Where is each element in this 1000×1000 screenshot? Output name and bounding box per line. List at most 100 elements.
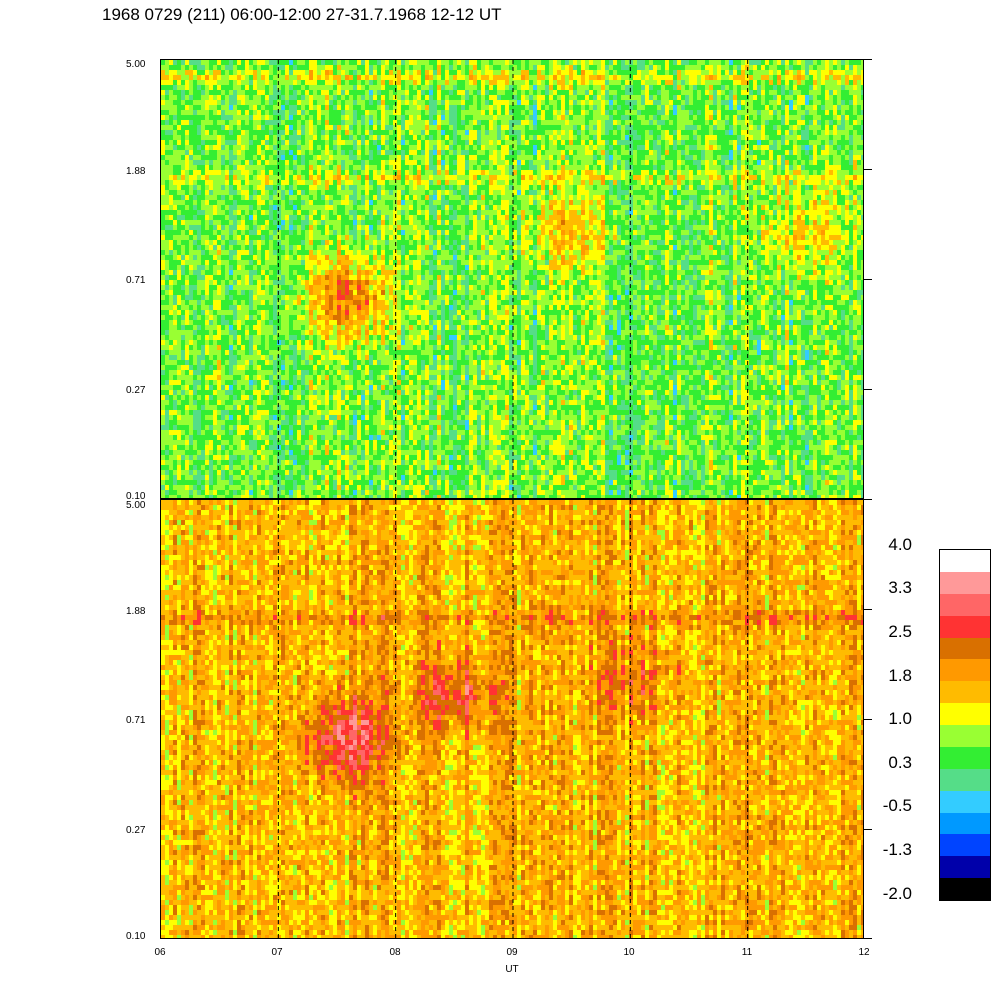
- heatmap-cell: [229, 265, 233, 270]
- heatmap-cell: [301, 260, 305, 265]
- heatmap-cell: [165, 100, 169, 105]
- heatmap-cell: [301, 160, 305, 165]
- heatmap-cell: [253, 85, 257, 90]
- heatmap-cell: [345, 385, 349, 390]
- heatmap-cell: [205, 300, 209, 305]
- heatmap-cell: [285, 300, 289, 305]
- heatmap-cell: [377, 485, 381, 490]
- heatmap-cell: [181, 425, 185, 430]
- heatmap-cell: [349, 290, 353, 295]
- heatmap-cell: [165, 200, 169, 205]
- heatmap-cell: [313, 335, 317, 340]
- heatmap-cell: [313, 305, 317, 310]
- heatmap-cell: [301, 340, 305, 345]
- heatmap-cell: [257, 370, 261, 375]
- heatmap-cell: [261, 100, 265, 105]
- heatmap-cell: [285, 230, 289, 235]
- heatmap-cell: [377, 205, 381, 210]
- heatmap-cell: [241, 290, 245, 295]
- heatmap-cell: [325, 310, 329, 315]
- heatmap-cell: [173, 125, 177, 130]
- heatmap-cell: [253, 340, 257, 345]
- heatmap-cell: [217, 195, 221, 200]
- heatmap-cell: [313, 365, 317, 370]
- heatmap-cell: [361, 420, 365, 425]
- heatmap-cell: [289, 65, 293, 70]
- heatmap-cell: [233, 255, 237, 260]
- heatmap-cell: [213, 475, 217, 480]
- heatmap-cell: [281, 495, 285, 498]
- heatmap-cell: [325, 440, 329, 445]
- heatmap-cell: [353, 190, 357, 195]
- heatmap-cell: [241, 215, 245, 220]
- heatmap-cell: [241, 335, 245, 340]
- heatmap-cell: [217, 285, 221, 290]
- heatmap-cell: [245, 280, 249, 285]
- heatmap-cell: [169, 235, 173, 240]
- heatmap-cell: [269, 470, 273, 475]
- heatmap-cell: [205, 70, 209, 75]
- heatmap-cell: [217, 180, 221, 185]
- heatmap-cell: [217, 310, 221, 315]
- heatmap-cell: [241, 345, 245, 350]
- heatmap-cell: [321, 400, 325, 405]
- heatmap-cell: [161, 470, 165, 475]
- heatmap-cell: [349, 435, 353, 440]
- heatmap-cell: [165, 140, 169, 145]
- heatmap-cell: [309, 215, 313, 220]
- heatmap-cell: [201, 435, 205, 440]
- heatmap-cell: [385, 350, 389, 355]
- heatmap-cell: [317, 385, 321, 390]
- heatmap-cell: [349, 370, 353, 375]
- heatmap-cell: [273, 415, 277, 420]
- heatmap-cell: [169, 65, 173, 70]
- heatmap-cell: [265, 110, 269, 115]
- heatmap-cell: [181, 340, 185, 345]
- heatmap-cell: [245, 180, 249, 185]
- heatmap-cell: [249, 180, 253, 185]
- heatmap-cell: [193, 390, 197, 395]
- heatmap-cell: [181, 90, 185, 95]
- heatmap-cell: [369, 250, 373, 255]
- heatmap-cell: [177, 470, 181, 475]
- heatmap-cell: [161, 250, 165, 255]
- heatmap-cell: [265, 430, 269, 435]
- heatmap-cell: [305, 490, 309, 495]
- heatmap-cell: [313, 230, 317, 235]
- heatmap-cell: [385, 170, 389, 175]
- heatmap-cell: [297, 315, 301, 320]
- heatmap-cell: [309, 435, 313, 440]
- heatmap-cell: [329, 110, 333, 115]
- heatmap-cell: [197, 275, 201, 280]
- heatmap-cell: [309, 300, 313, 305]
- heatmap-cell: [329, 245, 333, 250]
- heatmap-cell: [369, 425, 373, 430]
- heatmap-cell: [265, 380, 269, 385]
- heatmap-cell: [225, 245, 229, 250]
- heatmap-cell: [357, 305, 361, 310]
- heatmap-cell: [189, 200, 193, 205]
- heatmap-cell: [181, 495, 185, 498]
- heatmap-cell: [233, 280, 237, 285]
- heatmap-cell: [369, 365, 373, 370]
- heatmap-cell: [305, 440, 309, 445]
- heatmap-cell: [325, 145, 329, 150]
- heatmap-cell: [253, 105, 257, 110]
- heatmap-cell: [249, 220, 253, 225]
- heatmap-cell: [305, 225, 309, 230]
- heatmap-cell: [281, 190, 285, 195]
- heatmap-cell: [245, 495, 249, 498]
- heatmap-cell: [189, 110, 193, 115]
- heatmap-cell: [193, 70, 197, 75]
- heatmap-cell: [309, 350, 313, 355]
- heatmap-cell: [341, 300, 345, 305]
- heatmap-cell: [161, 405, 165, 410]
- heatmap-cell: [197, 415, 201, 420]
- heatmap-cell: [213, 445, 217, 450]
- heatmap-cell: [217, 295, 221, 300]
- heatmap-cell: [261, 235, 265, 240]
- heatmap-cell: [277, 210, 281, 215]
- heatmap-cell: [241, 370, 245, 375]
- heatmap-cell: [225, 125, 229, 130]
- heatmap-cell: [257, 490, 261, 495]
